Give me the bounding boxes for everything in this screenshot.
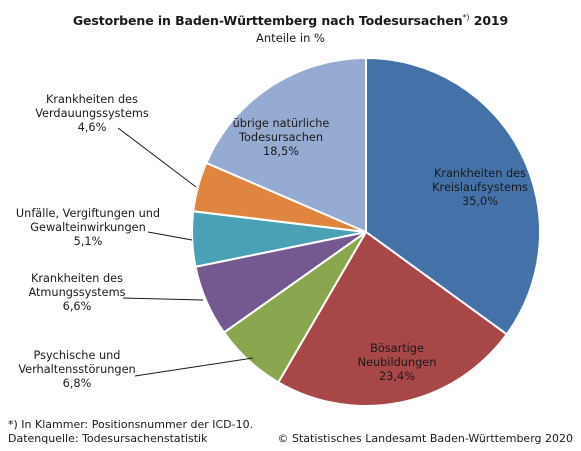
slice-name-line: Verdauungssystems	[35, 107, 149, 120]
pie-slice-0	[365, 57, 541, 336]
slice-value-label: 5,1%	[74, 235, 103, 248]
chart-title-year: 2019	[473, 13, 509, 29]
slice-name-line: übrige natürliche	[233, 117, 330, 130]
footnote-block: *) In Klammer: Positionsnummer der ICD-1…	[8, 418, 253, 446]
slice-label-4: Unfälle, Vergiftungen und Gewalteinwirkun…	[16, 207, 160, 248]
slice-value-label: 6,8%	[63, 377, 92, 390]
slice-label-5: Krankheiten des Verdauungssystems 4,6%	[35, 93, 149, 134]
slice-name-line: Bösartige	[370, 342, 424, 355]
slice-name-line: Krankheiten des	[31, 272, 123, 285]
copyright-notice: © Statistisches Landesamt Baden-Württemb…	[277, 432, 573, 445]
slice-name-line: Krankheiten des	[434, 167, 526, 180]
chart-subtitle: Anteile in %	[256, 31, 325, 45]
slice-value-label: 4,6%	[78, 121, 107, 134]
leader-line-3	[122, 297, 204, 301]
pie-slice-1	[277, 231, 508, 407]
slice-name-line: Todesursachen	[238, 131, 323, 144]
chart-title-superscript: *)	[462, 13, 470, 22]
slice-name-line: Atmungssystems	[28, 286, 125, 299]
leader-line-4	[147, 231, 193, 241]
chart-title-text: Gestorbene in Baden-Württemberg nach Tod…	[72, 13, 463, 29]
footnote-note: *) In Klammer: Positionsnummer der ICD-1…	[8, 418, 254, 431]
slice-name-line: Neubildungen	[358, 356, 437, 369]
slice-label-2: Psychische und Verhaltensstörungen 6,8%	[18, 349, 135, 390]
slice-name-line: Gewalteinwirkungen	[30, 221, 146, 234]
slice-label-0: Krankheiten des Kreislaufsystems 35,0%	[432, 167, 528, 208]
pie-slice-6	[205, 57, 367, 233]
slice-value-label: 18,5%	[263, 145, 299, 158]
slice-value-label: 35,0%	[462, 195, 498, 208]
slice-value-label: 23,4%	[379, 370, 415, 383]
slice-label-3: Krankheiten des Atmungssystems 6,6%	[28, 272, 125, 313]
slice-name-line: Kreislaufsystems	[432, 181, 528, 194]
slice-label-1: Bösartige Neubildungen 23,4%	[358, 342, 437, 383]
slice-name-line: Verhaltensstörungen	[18, 363, 135, 376]
leader-line-2	[134, 357, 254, 377]
leader-line-5	[117, 127, 197, 188]
footnote-source: Datenquelle: Todesursachenstatistik	[8, 432, 208, 445]
slice-name-line: Krankheiten des	[46, 93, 138, 106]
slice-name-line: Psychische und	[34, 349, 121, 362]
slice-label-6: übrige natürliche Todesursachen 18,5%	[233, 117, 330, 158]
chart-title: Gestorbene in Baden-Württemberg nach Tod…	[0, 13, 581, 28]
slice-name-line: Unfälle, Vergiftungen und	[16, 207, 160, 220]
slice-value-label: 6,6%	[63, 300, 92, 313]
